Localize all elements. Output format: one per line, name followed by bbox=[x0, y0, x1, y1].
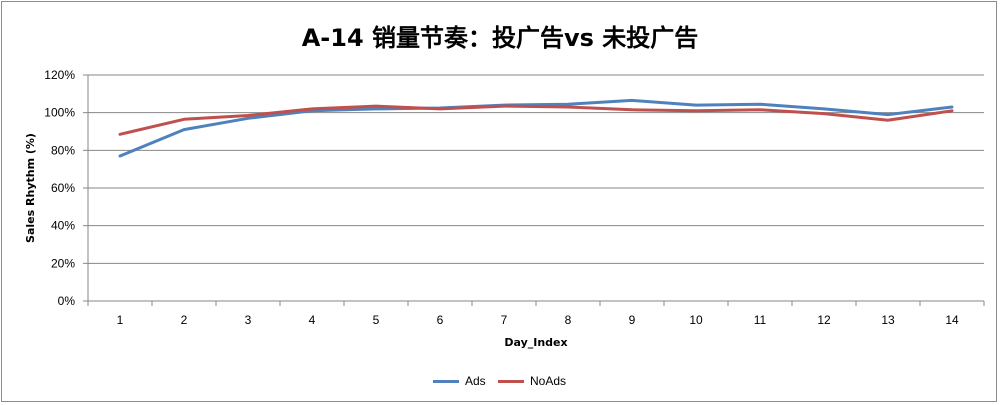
y-tick-label: 100% bbox=[44, 106, 75, 120]
chart-title: A-14 销量节奏：投广告vs 未投广告 bbox=[301, 24, 699, 52]
x-tick-label: 2 bbox=[181, 313, 188, 327]
x-tick-label: 11 bbox=[754, 313, 767, 327]
series-lines bbox=[118, 98, 954, 158]
y-axis-title: Sales Rhythm (%) bbox=[24, 133, 37, 243]
y-tick-label: 20% bbox=[51, 256, 75, 270]
legend-swatch-noads bbox=[498, 379, 524, 383]
series-line-noads bbox=[118, 104, 954, 136]
y-tick-labels: 0% 20% 40% 60% 80% 100% 120% bbox=[44, 68, 75, 308]
y-tick-label: 60% bbox=[51, 181, 75, 195]
x-tick-label: 9 bbox=[629, 313, 636, 327]
legend-item-noads: NoAds bbox=[498, 374, 566, 388]
x-axis-title: Day_Index bbox=[504, 336, 567, 349]
legend-label-ads: Ads bbox=[465, 374, 486, 388]
x-tick-label: 13 bbox=[881, 313, 895, 327]
x-tick-label: 6 bbox=[437, 313, 444, 327]
y-tick-label: 0% bbox=[58, 294, 76, 308]
legend-swatch-ads bbox=[433, 379, 459, 383]
x-tick-labels: 1 2 3 4 5 6 7 8 9 10 11 12 13 14 bbox=[117, 313, 959, 327]
x-tick-label: 14 bbox=[945, 313, 959, 327]
x-tick-label: 4 bbox=[309, 313, 316, 327]
x-tick-label: 8 bbox=[565, 313, 572, 327]
legend: Ads NoAds bbox=[0, 374, 1000, 390]
axes bbox=[83, 74, 985, 306]
x-tick-label: 7 bbox=[501, 313, 508, 327]
legend-label-noads: NoAds bbox=[530, 374, 567, 388]
y-tick-label: 40% bbox=[51, 219, 75, 233]
x-tick-label: 3 bbox=[245, 313, 252, 327]
x-tick-label: 12 bbox=[817, 313, 831, 327]
x-tick-label: 10 bbox=[689, 313, 703, 327]
series-line-ads bbox=[118, 98, 954, 158]
x-tick-label: 1 bbox=[117, 313, 124, 327]
grid-lines bbox=[88, 74, 984, 264]
legend-item-ads: Ads bbox=[433, 374, 486, 388]
y-tick-label: 120% bbox=[44, 68, 75, 82]
x-tick-label: 5 bbox=[373, 313, 380, 327]
y-tick-label: 80% bbox=[51, 143, 75, 157]
